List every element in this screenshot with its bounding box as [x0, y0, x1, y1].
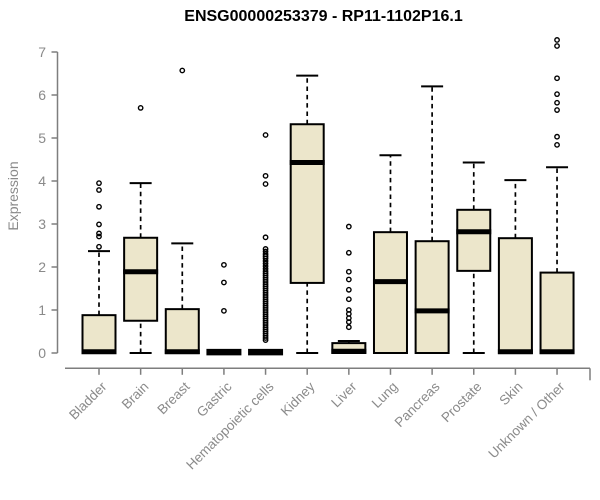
box — [123, 236, 159, 322]
outlier-point — [554, 107, 560, 113]
outlier-point — [345, 268, 352, 275]
outlier-point — [345, 276, 352, 283]
outlier-point — [221, 307, 227, 314]
outlier-point — [262, 172, 269, 179]
outlier-point — [262, 246, 269, 252]
boxplot-gastric — [206, 261, 242, 356]
outlier-point — [262, 258, 269, 264]
y-tick-label: 3 — [38, 216, 46, 232]
y-tick-label: 1 — [38, 302, 46, 318]
outlier-point — [221, 279, 227, 286]
outlier-point — [262, 335, 269, 341]
outlier-point — [345, 223, 352, 230]
outlier-point — [137, 105, 144, 111]
outlier-point — [96, 230, 102, 237]
boxplot-bladder — [81, 180, 117, 355]
outlier-point — [96, 233, 102, 240]
box — [289, 123, 325, 284]
y-tick-label: 7 — [38, 44, 46, 60]
outlier-point — [345, 307, 352, 313]
outlier-point — [262, 181, 269, 187]
boxplot-pancreas — [414, 85, 450, 354]
outlier-point — [554, 99, 560, 106]
y-tick-label: 2 — [38, 259, 46, 275]
outlier-point — [554, 133, 560, 140]
outlier-point — [96, 203, 102, 210]
box — [497, 237, 533, 354]
outlier-point — [96, 180, 102, 187]
outlier-point — [262, 260, 269, 267]
outlier-point — [554, 75, 560, 82]
box — [456, 208, 492, 272]
y-tick-label: 0 — [38, 345, 46, 361]
outlier-point — [96, 243, 102, 250]
boxplot-kidney — [289, 74, 325, 354]
y-tick-label: 5 — [38, 130, 46, 146]
outlier-point — [262, 234, 269, 241]
outlier-point — [345, 249, 352, 256]
box — [414, 240, 450, 354]
outlier-point — [262, 263, 269, 270]
outlier-point — [554, 37, 560, 43]
outlier-point — [554, 43, 560, 49]
boxplot-unknown-other — [539, 37, 575, 355]
outlier-point — [221, 261, 227, 268]
boxplot-lung — [372, 154, 408, 354]
outlier-point — [96, 221, 102, 228]
y-tick-label: 6 — [38, 87, 46, 103]
box — [81, 314, 117, 355]
boxplot-brain — [123, 105, 159, 354]
boxplot-hematopoietic-cells — [248, 132, 284, 356]
boxplot-liver — [331, 223, 367, 354]
outlier-point — [554, 141, 560, 148]
box — [372, 231, 408, 354]
box — [539, 271, 575, 354]
outlier-point — [345, 296, 352, 303]
y-tick-label: 4 — [38, 173, 46, 189]
outlier-point — [345, 324, 352, 331]
outlier-point — [554, 91, 560, 98]
boxplot-prostate — [456, 161, 492, 354]
outlier-point — [179, 67, 186, 74]
boxplot-breast — [164, 67, 200, 355]
outlier-point — [345, 286, 352, 293]
outlier-point — [262, 337, 269, 343]
chart-title: ENSG00000253379 - RP11-1102P16.1 — [184, 8, 463, 25]
boxplot-skin — [497, 179, 533, 355]
outlier-point — [96, 187, 102, 193]
outlier-point — [262, 132, 269, 138]
outlier-point — [262, 255, 269, 262]
box — [164, 308, 200, 355]
